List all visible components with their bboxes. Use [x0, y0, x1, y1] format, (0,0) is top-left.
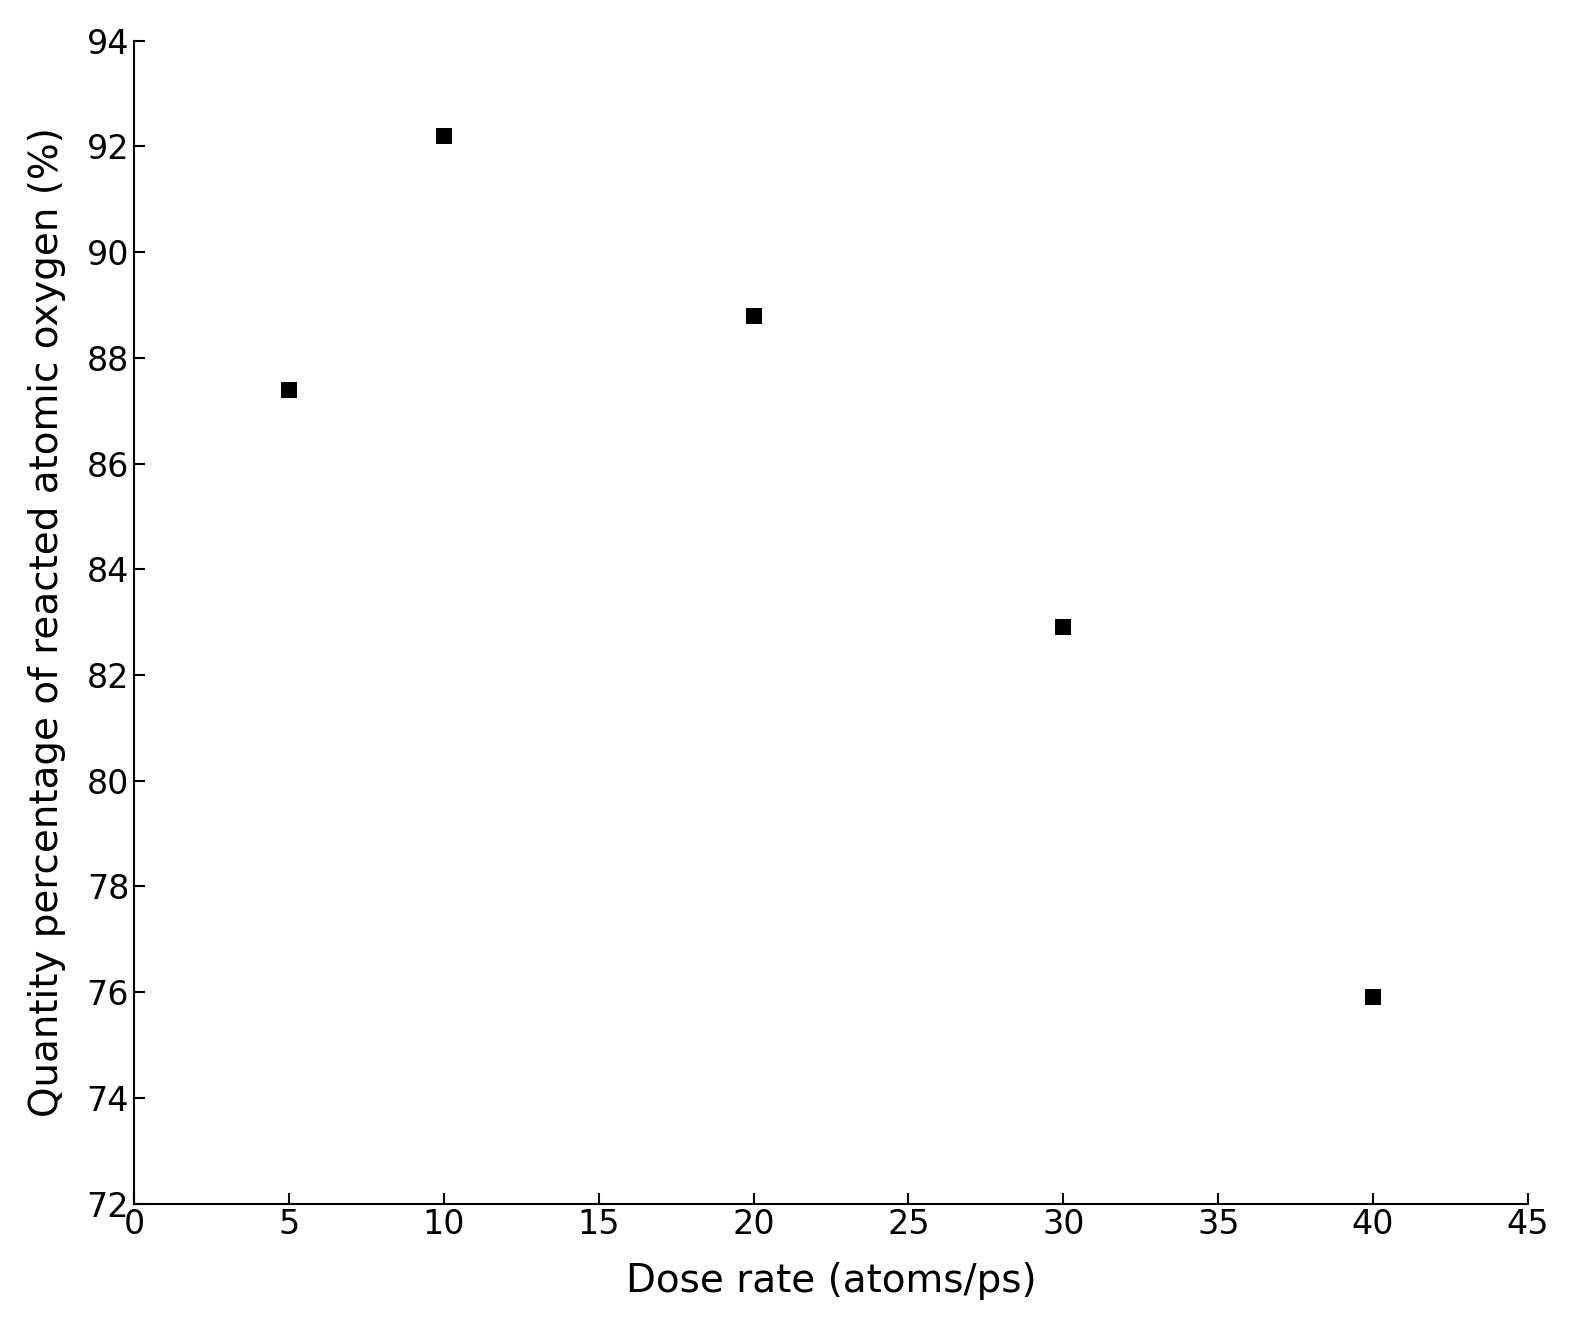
Point: [431, 125, 456, 146]
Point: [1050, 616, 1076, 637]
Point: [276, 378, 301, 400]
Point: [1361, 987, 1386, 1008]
Point: [741, 305, 766, 327]
Y-axis label: Quantity percentage of reacted atomic oxygen (%): Quantity percentage of reacted atomic ox…: [28, 127, 66, 1117]
X-axis label: Dose rate (atoms/ps): Dose rate (atoms/ps): [626, 1262, 1036, 1300]
